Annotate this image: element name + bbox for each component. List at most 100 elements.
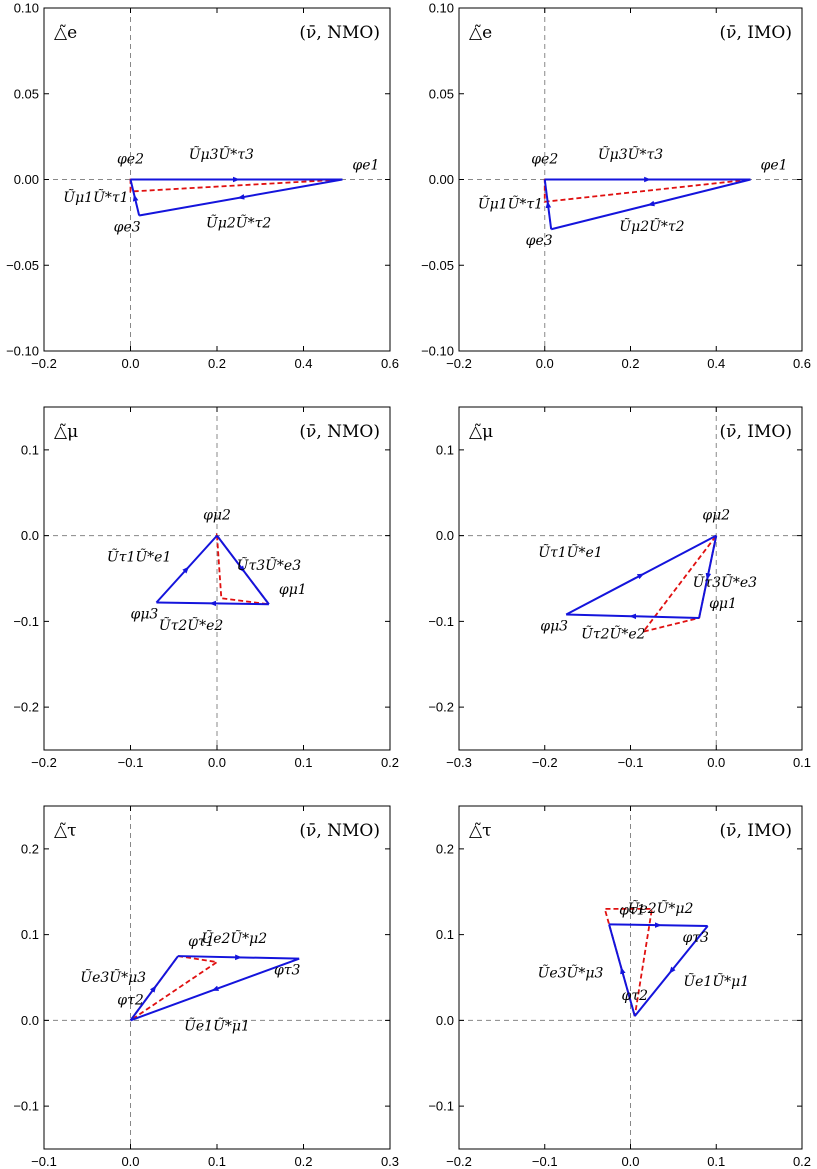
vertex-label: φe1 xyxy=(352,158,379,174)
edge-label: Ũμ3Ũ*τ3 xyxy=(598,145,663,163)
solid-triangle-edge xyxy=(155,534,218,604)
edge-label: Ũτ3Ũ*e3 xyxy=(237,556,302,574)
y-tick-label: 0.0 xyxy=(21,528,39,543)
y-tick-label: −0.10 xyxy=(6,344,39,359)
y-tick-label: −0.2 xyxy=(13,700,39,715)
panel-symbol: △̃e xyxy=(469,23,492,43)
x-tick-label: −0.1 xyxy=(118,755,144,770)
y-tick-label: 0.00 xyxy=(14,172,39,187)
dashed-triangle xyxy=(129,955,220,1022)
vertex-label: φτ3 xyxy=(682,930,709,946)
panel-symbol: △̃τ xyxy=(469,821,491,841)
vertex-label: φe3 xyxy=(114,220,141,236)
x-tick-label: 0.0 xyxy=(536,356,554,371)
x-tick-label: −0.2 xyxy=(532,755,558,770)
vertex-label: φe2 xyxy=(117,152,144,168)
x-tick-label: 0.2 xyxy=(621,356,639,371)
x-tick-label: 0.2 xyxy=(294,1154,312,1169)
x-tick-label: 0.2 xyxy=(793,1154,811,1169)
x-tick-label: 0.6 xyxy=(381,356,399,371)
x-tick-label: 0.0 xyxy=(707,755,725,770)
x-tick-label: 0.6 xyxy=(793,356,811,371)
x-tick-label: 0.1 xyxy=(707,1154,725,1169)
edge-label: Ũe2Ũ*μ2 xyxy=(628,899,694,917)
edge-label: Ũe3Ũ*μ3 xyxy=(538,964,604,982)
panel-symbol: △̃μ xyxy=(54,422,78,442)
edge-label: Ũμ2Ũ*τ2 xyxy=(206,214,271,232)
panel-symbol: △̃μ xyxy=(469,422,493,442)
y-tick-label: 0.1 xyxy=(436,927,454,942)
vertex-label: φμ1 xyxy=(709,596,737,612)
edge-label: Ũτ3Ũ*e3 xyxy=(693,573,758,591)
vertex-label: φe1 xyxy=(761,158,788,174)
vertex-label: φτ1 xyxy=(188,934,214,950)
y-tick-label: 0.2 xyxy=(436,841,454,856)
y-tick-label: 0.1 xyxy=(21,442,39,457)
y-tick-label: 0.2 xyxy=(21,841,39,856)
y-tick-label: −0.05 xyxy=(421,258,454,273)
edge-label: Ũμ3Ũ*τ3 xyxy=(189,145,254,163)
vertex-label: φτ2 xyxy=(622,988,649,1004)
y-tick-label: 0.0 xyxy=(21,1013,39,1028)
y-tick-label: −0.05 xyxy=(6,258,39,273)
solid-triangle-edge xyxy=(566,613,700,619)
y-tick-label: 0.00 xyxy=(429,172,454,187)
x-tick-label: 0.0 xyxy=(121,356,139,371)
y-tick-label: 0.1 xyxy=(21,927,39,942)
vertex-label: φe3 xyxy=(526,233,553,249)
panel-tag: (ν̄, NMO) xyxy=(299,821,380,841)
x-tick-label: −0.1 xyxy=(532,1154,558,1169)
solid-triangle-edge xyxy=(609,923,708,928)
y-tick-label: 0.10 xyxy=(14,1,39,16)
panel-tag: (ν̄, IMO) xyxy=(720,23,792,43)
vertex-label: φτ1 xyxy=(619,902,645,918)
edge-label: Ũμ1Ũ*τ1 xyxy=(478,195,543,213)
x-tick-label: 0.2 xyxy=(208,356,226,371)
x-tick-label: −0.1 xyxy=(618,755,644,770)
edge-label: Ũμ2Ũ*τ2 xyxy=(619,217,684,235)
edge-label: Ũe1Ũ*μ1 xyxy=(683,972,749,990)
edge-label: Ũτ1Ũ*e1 xyxy=(538,543,602,561)
solid-triangle-edge xyxy=(543,179,553,230)
vertex-label: φμ3 xyxy=(540,619,568,635)
y-tick-label: −0.1 xyxy=(428,614,454,629)
panel-symbol: △̃e xyxy=(54,23,77,43)
vertex-label: φτ3 xyxy=(274,963,301,979)
vertex-label: φτ2 xyxy=(117,992,144,1008)
dashed-triangle xyxy=(543,178,751,203)
chart-panel-4: −0.3 −0.2 −0.1 0.0 0.1 −0.2 −0.1 0.0 0.1 △̃μ (ν̄, … xyxy=(428,406,811,770)
x-tick-label: −0.3 xyxy=(446,755,472,770)
chart-panel-3: −0.2 −0.1 0.0 0.1 0.2 −0.2 −0.1 0.0 0.1 △̃μ (ν̄, N… xyxy=(13,406,399,770)
x-tick-label: 0.0 xyxy=(621,1154,639,1169)
y-tick-label: 0.05 xyxy=(14,86,39,101)
chart-panel-2: −0.2 0.0 0.2 0.4 0.6 −0.10 −0.05 0.00 0.05 0.10 △̃… xyxy=(421,1,811,372)
x-tick-label: 0.1 xyxy=(793,755,811,770)
y-tick-label: 0.1 xyxy=(436,442,454,457)
y-tick-label: −0.2 xyxy=(428,700,454,715)
x-tick-label: 0.4 xyxy=(707,356,725,371)
y-tick-label: 0.0 xyxy=(436,1013,454,1028)
vertex-label: φμ2 xyxy=(702,508,730,524)
edge-label: Ũe2Ũ*μ2 xyxy=(201,929,267,947)
vertex-label: φe2 xyxy=(531,152,558,168)
chart-panel-1: −0.2 0.0 0.2 0.4 0.6 −0.10 −0.05 0.00 0.05 0.10 △̃… xyxy=(6,1,399,372)
y-tick-label: −0.10 xyxy=(421,344,454,359)
y-tick-label: 0.05 xyxy=(429,86,454,101)
x-tick-label: 0.1 xyxy=(208,1154,226,1169)
x-tick-label: 0.0 xyxy=(121,1154,139,1169)
solid-triangle-edge xyxy=(129,179,141,216)
vertex-label: φμ2 xyxy=(203,508,231,524)
panel-tag: (ν̄, NMO) xyxy=(299,23,380,43)
edge-label: Ũμ1Ũ*τ1 xyxy=(63,188,128,206)
panel-tag: (ν̄, IMO) xyxy=(720,821,792,841)
solid-triangle-edge xyxy=(156,601,269,606)
y-tick-label: −0.1 xyxy=(428,1099,454,1114)
edge-label: Ũτ2Ũ*e2 xyxy=(581,625,646,643)
edge-label: Ũτ2Ũ*e2 xyxy=(159,616,224,634)
panel-tag: (ν̄, NMO) xyxy=(299,422,380,442)
y-tick-label: −0.1 xyxy=(13,1099,39,1114)
y-tick-label: 0.10 xyxy=(429,1,454,16)
x-tick-label: 0.3 xyxy=(381,1154,399,1169)
chart-panel-5: −0.1 0.0 0.1 0.2 0.3 −0.1 0.0 0.1 0.2 △̃τ (ν̄, NMO… xyxy=(13,805,399,1169)
